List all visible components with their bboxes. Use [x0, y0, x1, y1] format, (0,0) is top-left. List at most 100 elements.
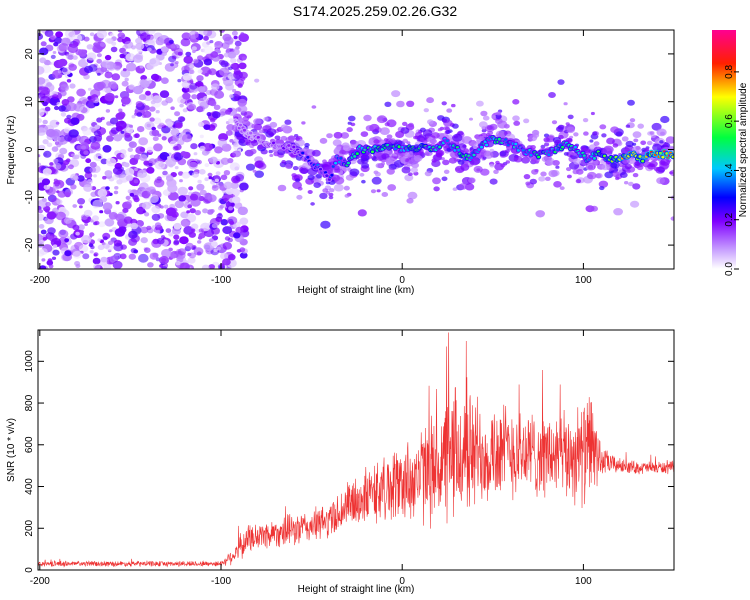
noise-cell — [97, 72, 101, 76]
noise-cell — [123, 162, 130, 168]
noise-cell — [194, 210, 201, 216]
ridge-halo-cell — [429, 138, 437, 144]
ridge-halo-cell — [622, 159, 628, 164]
ridge-halo-cell — [656, 177, 665, 185]
noise-cell — [233, 35, 238, 40]
noise-cell — [209, 40, 214, 44]
ridge-halo-cell — [493, 169, 499, 174]
ridge-halo-cell — [480, 110, 488, 117]
y-tick-label: 20 — [24, 48, 35, 60]
noise-cell — [165, 175, 174, 182]
noise-cell — [106, 135, 114, 142]
noise-cell — [115, 201, 120, 205]
noise-cell — [188, 252, 196, 259]
noise-cell — [89, 232, 95, 237]
ridge-core-cell — [397, 145, 401, 149]
ridge-halo-cell — [481, 129, 487, 133]
noise-cell — [222, 242, 232, 250]
noise-cell — [197, 97, 208, 107]
noise-cell — [102, 145, 112, 153]
ridge-core-cell — [292, 145, 296, 149]
noise-cell — [153, 178, 165, 188]
ridge-halo-cell — [328, 192, 334, 197]
ridge-halo-cell — [399, 157, 406, 162]
noise-cell — [113, 243, 124, 252]
noise-cell — [177, 139, 185, 146]
noise-cell — [77, 198, 86, 205]
ridge-halo-cell — [249, 148, 257, 155]
noise-cell — [176, 256, 184, 263]
ridge-halo-cell — [407, 191, 418, 200]
ridge-halo-cell — [441, 118, 448, 123]
noise-cell — [188, 231, 196, 238]
noise-cell — [208, 176, 213, 180]
ridge-halo-cell — [587, 164, 594, 170]
noise-cell — [58, 105, 66, 112]
noise-cell — [55, 31, 63, 38]
noise-cell — [213, 104, 221, 111]
noise-cell — [57, 190, 67, 198]
ridge-core-cell — [239, 123, 243, 127]
noise-cell — [47, 258, 53, 263]
ridge-halo-cell — [566, 126, 575, 134]
noise-cell — [139, 154, 148, 162]
ridge-halo-cell — [651, 122, 662, 131]
noise-cell — [198, 121, 205, 127]
noise-cell — [233, 142, 239, 148]
ridge-core-cell — [256, 136, 260, 139]
noise-cell — [110, 127, 120, 135]
noise-cell — [70, 173, 79, 181]
noise-cell — [148, 162, 153, 167]
ridge-halo-cell — [599, 186, 605, 191]
noise-cell — [225, 188, 234, 195]
noise-cell — [113, 134, 123, 142]
ridge-halo-cell — [370, 189, 377, 194]
colorbar-label: Normalized spectral amplitude — [738, 82, 749, 217]
noise-cell — [40, 41, 47, 47]
noise-cell — [42, 237, 47, 241]
noise-cell — [58, 43, 69, 52]
snr-line — [38, 332, 674, 568]
x-tick-label: 0 — [399, 275, 405, 286]
snr-y-label: SNR (10 * v/v) — [6, 418, 17, 482]
noise-cell — [104, 218, 115, 227]
noise-cell — [121, 80, 129, 87]
noise-cell — [105, 157, 117, 167]
ridge-halo-cell — [563, 152, 569, 156]
noise-cell — [237, 206, 248, 216]
noise-cell — [217, 139, 227, 147]
y-tick-label: 200 — [24, 519, 35, 536]
ridge-halo-cell — [640, 140, 647, 146]
ridge-halo-cell — [436, 152, 443, 158]
ridge-core-cell — [641, 159, 645, 163]
ridge-core-cell — [556, 148, 560, 152]
noise-cell — [44, 209, 50, 213]
ridge-halo-cell — [414, 135, 419, 139]
ridge-halo-cell — [512, 115, 520, 122]
noise-cell — [153, 143, 163, 152]
noise-cell — [99, 210, 104, 214]
ridge-halo-cell — [572, 169, 579, 175]
noise-cell — [112, 166, 123, 175]
noise-cell — [112, 255, 119, 261]
noise-cell — [56, 143, 61, 148]
ridge-halo-cell — [489, 178, 498, 185]
noise-cell — [108, 212, 118, 220]
noise-cell — [69, 83, 76, 89]
ridge-halo-cell — [582, 118, 589, 123]
ridge-halo-cell — [269, 154, 274, 157]
ridge-halo-cell — [497, 120, 508, 129]
noise-cell — [200, 66, 211, 76]
noise-cell — [83, 209, 93, 217]
ridge-halo-cell — [340, 132, 350, 139]
ridge-halo-cell — [566, 167, 572, 172]
noise-cell — [135, 101, 143, 107]
ridge-halo-cell — [251, 123, 259, 129]
noise-cell — [216, 246, 221, 251]
snr-frame — [37, 329, 675, 571]
ridge-core-cell — [547, 153, 551, 157]
ridge-halo-cell — [332, 139, 342, 147]
noise-cell — [225, 130, 233, 136]
noise-cell — [146, 47, 152, 52]
noise-cell — [185, 242, 194, 250]
